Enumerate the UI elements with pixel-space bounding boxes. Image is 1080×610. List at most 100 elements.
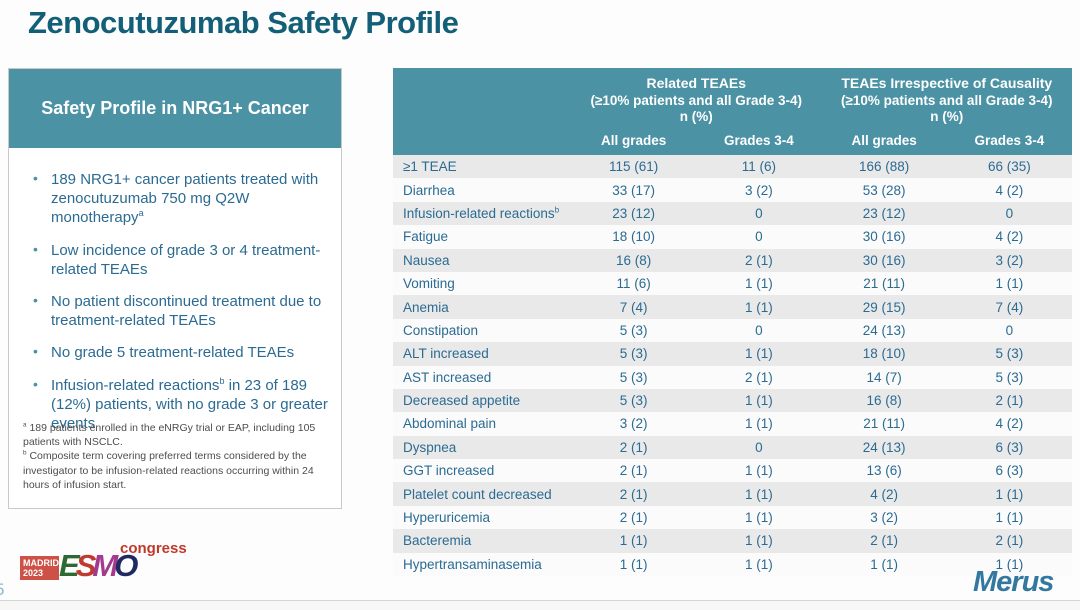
row-label: ≥1 TEAE bbox=[393, 159, 571, 174]
table-cell: 3 (2) bbox=[744, 182, 773, 198]
table-cell: 1 (1) bbox=[744, 556, 773, 572]
table-row: ≥1 TEAE 115 (61) 11 (6) 166 (88) 66 (35) bbox=[393, 155, 1072, 179]
table-cell: 5 (3) bbox=[995, 346, 1024, 362]
table-cell: 7 (4) bbox=[619, 299, 648, 315]
table-header-spacer bbox=[393, 68, 571, 133]
row-label-text: ≥1 TEAE bbox=[403, 159, 457, 175]
table-cell: 53 (28) bbox=[862, 182, 906, 198]
bullet-item: No patient discontinued treatment due to… bbox=[27, 292, 331, 330]
row-label: Anemia bbox=[393, 300, 571, 315]
table-cell: 24 (13) bbox=[862, 439, 906, 455]
table-cell: 0 bbox=[755, 322, 763, 338]
table-cell: 5 (3) bbox=[619, 369, 648, 385]
row-label-text: Decreased appetite bbox=[403, 393, 521, 409]
row-label: ALT increased bbox=[393, 346, 571, 361]
table-cell: 5 (3) bbox=[619, 346, 648, 362]
row-label-text: Anemia bbox=[403, 299, 449, 315]
table-cell: 0 bbox=[755, 439, 763, 455]
slide-title: Zenocutuzumab Safety Profile bbox=[28, 5, 459, 40]
esmo-congress-label: congress bbox=[120, 540, 187, 557]
bullet-list: 189 NRG1+ cancer patients treated with z… bbox=[27, 170, 331, 433]
table-cell: 7 (4) bbox=[995, 299, 1024, 315]
table-cell: 0 bbox=[1005, 322, 1014, 338]
table-cell: 0 bbox=[755, 205, 763, 221]
table-row: Dyspnea 2 (1) 0 24 (13) 6 (3) bbox=[393, 435, 1072, 460]
table-cell: 3 (2) bbox=[995, 252, 1024, 268]
row-label-text: Fatigue bbox=[403, 229, 449, 245]
group-title: Related TEAEs bbox=[646, 75, 747, 91]
table-row: Anemia 7 (4) 1 (1) 29 (15) 7 (4) bbox=[393, 295, 1072, 319]
footnote-marker: b bbox=[219, 375, 225, 386]
table-cell: 33 (17) bbox=[612, 182, 656, 198]
row-label-text: Diarrhea bbox=[403, 182, 455, 198]
esmo-congress-logo: MADRID 2023 ESMO congress bbox=[20, 540, 230, 595]
bullet-text: 189 NRG1+ cancer patients treated with z… bbox=[51, 171, 319, 227]
row-label: Hypertransaminasemia bbox=[393, 557, 571, 572]
slide-bottom-strip bbox=[0, 601, 1080, 610]
col-group-related-teaes: Related TEAEs (≥10% patients and all Gra… bbox=[571, 68, 822, 133]
table-cell: 3 (2) bbox=[619, 416, 648, 432]
table-row: Fatigue 18 (10) 0 30 (16) 4 (2) bbox=[393, 225, 1072, 249]
table-row: Nausea 16 (8) 2 (1) 30 (16) 3 (2) bbox=[393, 248, 1072, 272]
table-cell: 11 (6) bbox=[616, 276, 651, 292]
table-cell: 30 (16) bbox=[862, 229, 906, 245]
row-label: Hyperuricemia bbox=[393, 510, 571, 525]
table-cell: 30 (16) bbox=[862, 252, 906, 268]
bullet-text: No patient discontinued treatment due to… bbox=[51, 292, 322, 330]
table-row: Hypertransaminasemia 1 (1) 1 (1) 1 (1) 1 (1) bbox=[393, 552, 1072, 577]
table-cell: 1 (1) bbox=[870, 556, 898, 572]
table-cell: 1 (1) bbox=[744, 299, 773, 315]
row-label: Nausea bbox=[393, 253, 571, 268]
row-label: Abdominal pain bbox=[393, 416, 571, 431]
group-unit: n (%) bbox=[930, 109, 964, 125]
table-row: Diarrhea 33 (17) 3 (2) 53 (28) 4 (2) bbox=[393, 178, 1072, 202]
table-cell: 6 (3) bbox=[995, 439, 1024, 455]
table-row: Vomiting 11 (6) 1 (1) 21 (11) 1 (1) bbox=[393, 271, 1072, 296]
table-cell: 13 (6) bbox=[866, 463, 902, 479]
footnote-text: Composite term covering preferred terms … bbox=[23, 450, 314, 491]
table-cell: 5 (3) bbox=[995, 369, 1024, 385]
footnote-text: 189 patients enrolled in the eNRGy trial… bbox=[23, 422, 316, 449]
table-row: ALT increased 5 (3) 1 (1) 18 (10) 5 (3) bbox=[393, 342, 1072, 366]
table-cell: 18 (10) bbox=[862, 346, 906, 362]
table-cell: 1 (1) bbox=[995, 486, 1024, 502]
row-label: Fatigue bbox=[393, 229, 571, 244]
table-cell: 5 (3) bbox=[619, 393, 648, 409]
subheader-all-grades-irrespective: All grades bbox=[851, 133, 917, 148]
table-cell: 29 (15) bbox=[862, 299, 906, 315]
table-cell: 2 (1) bbox=[744, 369, 773, 385]
row-label-text: Abdominal pain bbox=[403, 416, 497, 432]
merus-logo: Merus bbox=[973, 566, 1054, 598]
table-row: Platelet count decreased 2 (1) 1 (1) 4 (2) 1… bbox=[393, 482, 1072, 506]
bullet-item: 189 NRG1+ cancer patients treated with z… bbox=[27, 170, 331, 228]
table-cell: 2 (1) bbox=[619, 463, 648, 479]
row-label-text: Nausea bbox=[403, 252, 450, 268]
footnote-marker: a bbox=[23, 421, 27, 429]
bullet-text: Low incidence of grade 3 or 4 treatment-… bbox=[51, 241, 321, 278]
table-cell: 21 (11) bbox=[863, 416, 906, 432]
table-cell: 1 (1) bbox=[995, 510, 1024, 526]
table-cell: 4 (2) bbox=[870, 486, 898, 502]
table-cell: 2 (1) bbox=[744, 252, 773, 268]
teae-table: Related TEAEs (≥10% patients and all Gra… bbox=[393, 68, 1072, 577]
table-cell: 0 bbox=[1005, 205, 1014, 221]
row-label: Platelet count decreased bbox=[393, 487, 571, 502]
bullet-item: Low incidence of grade 3 or 4 treatment-… bbox=[27, 241, 331, 279]
row-label-text: Bacteremia bbox=[403, 533, 472, 549]
table-row: Infusion-related reactionsb 23 (12) 0 23 (1… bbox=[393, 201, 1072, 226]
bullet-item: Infusion-related reactionsb in 23 of 189… bbox=[27, 376, 331, 434]
subheader-grades-3-4-related: Grades 3-4 bbox=[723, 133, 794, 148]
bullet-text: Infusion-related reactions bbox=[51, 376, 220, 394]
table-group-header-row: Related TEAEs (≥10% patients and all Gra… bbox=[393, 68, 1072, 133]
slide-page-number: 5 bbox=[0, 580, 4, 600]
row-label: Bacteremia bbox=[393, 533, 571, 548]
esmo-city: MADRID bbox=[23, 558, 59, 568]
col-group-irrespective-teaes: TEAEs Irrespective of Causality (≥10% pa… bbox=[822, 68, 1073, 133]
row-label: Dyspnea bbox=[393, 440, 571, 455]
table-cell: 166 (88) bbox=[858, 159, 910, 175]
table-cell: 2 (1) bbox=[995, 533, 1024, 549]
table-cell: 4 (2) bbox=[995, 229, 1024, 245]
table-cell: 16 (8) bbox=[615, 252, 652, 268]
table-cell: 3 (2) bbox=[870, 510, 898, 526]
